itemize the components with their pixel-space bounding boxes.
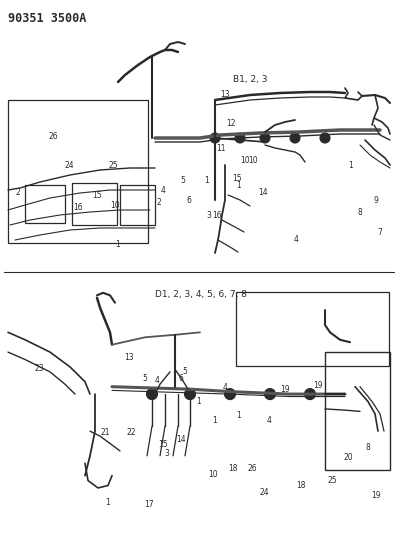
Text: 24: 24 [65,161,74,170]
Circle shape [290,133,300,143]
Bar [325,352,390,470]
Text: 22: 22 [127,428,136,437]
Text: 90351 3500A: 90351 3500A [8,12,86,25]
Text: 20: 20 [343,453,353,462]
Circle shape [320,133,330,143]
Text: 10: 10 [240,156,250,165]
Text: B1, 2, 3: B1, 2, 3 [234,75,268,84]
Text: 4: 4 [155,376,160,385]
Text: 4: 4 [294,236,299,245]
Text: 3: 3 [207,211,211,220]
Text: D1, 2, 3, 4, 5, 6, 7, 8: D1, 2, 3, 4, 5, 6, 7, 8 [155,289,247,298]
Text: 5: 5 [183,367,187,376]
Text: 1: 1 [205,176,209,185]
Text: 15: 15 [232,174,242,183]
Text: 10: 10 [208,470,218,479]
Text: 5: 5 [143,374,148,383]
Text: 13: 13 [125,352,134,361]
Bar [72,183,117,225]
Text: 2: 2 [16,189,20,197]
Text: 4: 4 [266,416,271,424]
Text: 10: 10 [248,156,258,165]
Text: 18: 18 [228,464,238,473]
Text: 9: 9 [374,196,378,205]
Text: 25: 25 [328,476,337,485]
Circle shape [304,389,316,400]
Circle shape [146,389,158,400]
Text: 1: 1 [197,397,201,406]
Text: 1: 1 [236,181,241,190]
Text: 19: 19 [280,385,289,394]
Text: 2: 2 [157,198,162,207]
Text: 18: 18 [296,481,305,490]
Text: 12: 12 [226,119,236,128]
Text: 24: 24 [260,488,269,497]
Text: 1: 1 [236,410,241,419]
Text: 1: 1 [348,161,353,170]
Text: 16: 16 [73,203,82,212]
Text: 17: 17 [144,499,154,508]
Text: 25: 25 [109,161,118,170]
Circle shape [185,389,195,400]
Text: 26: 26 [248,464,258,473]
Text: 8: 8 [358,208,363,217]
Text: 10: 10 [111,201,120,210]
Text: 19: 19 [314,381,323,390]
Bar [8,100,148,243]
Text: 14: 14 [258,189,267,197]
Bar [25,185,65,223]
Circle shape [235,133,245,143]
Circle shape [210,133,220,143]
Text: 1: 1 [105,498,110,507]
Text: 16: 16 [212,211,222,220]
Text: 3: 3 [165,449,170,458]
Text: 5: 5 [181,176,185,185]
Text: 7: 7 [378,228,382,237]
Text: 6: 6 [179,374,183,383]
Text: 4: 4 [161,186,166,195]
Bar [120,185,155,225]
Text: 15: 15 [93,191,102,200]
Text: 1: 1 [213,416,217,424]
Text: 6: 6 [187,196,191,205]
Circle shape [224,389,236,400]
Circle shape [260,133,270,143]
Text: 4: 4 [222,383,227,392]
Bar [236,292,389,366]
Text: 26: 26 [49,132,59,141]
Text: 15: 15 [158,440,168,449]
Text: 8: 8 [366,443,371,451]
Circle shape [265,389,275,400]
Text: 14: 14 [176,435,186,445]
Text: 19: 19 [371,491,381,500]
Text: 11: 11 [216,144,226,153]
Text: 23: 23 [35,364,45,373]
Text: 13: 13 [220,90,230,99]
Text: 21: 21 [101,428,110,437]
Text: 1: 1 [115,240,120,249]
